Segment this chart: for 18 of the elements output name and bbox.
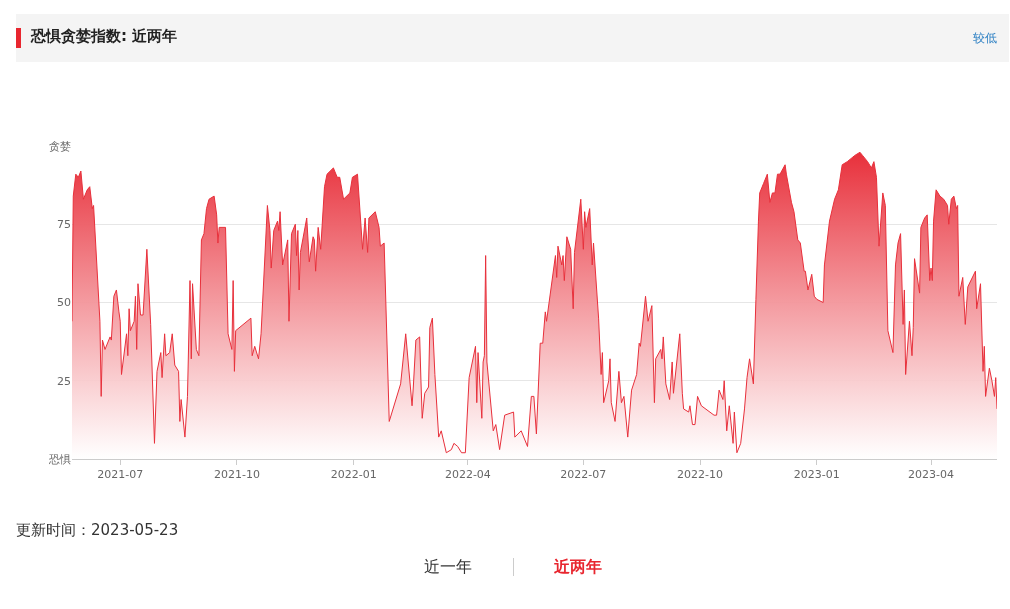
x-tick-label: 2022-10 <box>677 468 724 482</box>
text: 近两年 <box>554 557 602 578</box>
x-tick-label: 2023-04 <box>908 468 954 482</box>
chart-title: 恐惧贪婪指数: 近两年 <box>31 27 178 46</box>
y-tick-label: 贪婪 <box>49 139 71 153</box>
y-tick-label: 25 <box>57 374 71 388</box>
text: 较低 <box>973 30 997 47</box>
x-tick-label: 2023-01 <box>793 468 840 482</box>
x-tick-label: 2022-07 <box>560 468 607 482</box>
text: 近一年 <box>424 557 472 578</box>
x-tick-label: 2021-10 <box>213 468 260 482</box>
y-tick-label: 75 <box>57 218 71 232</box>
x-tick-label: 2022-04 <box>444 468 491 482</box>
x-tick-label: 2021-07 <box>97 468 144 482</box>
y-tick-label: 恐惧 <box>48 452 71 466</box>
y-tick-label: 50 <box>57 296 71 310</box>
x-tick-label: 2022-01 <box>330 468 377 482</box>
text: 更新时间：2023-05-23 <box>16 521 179 540</box>
